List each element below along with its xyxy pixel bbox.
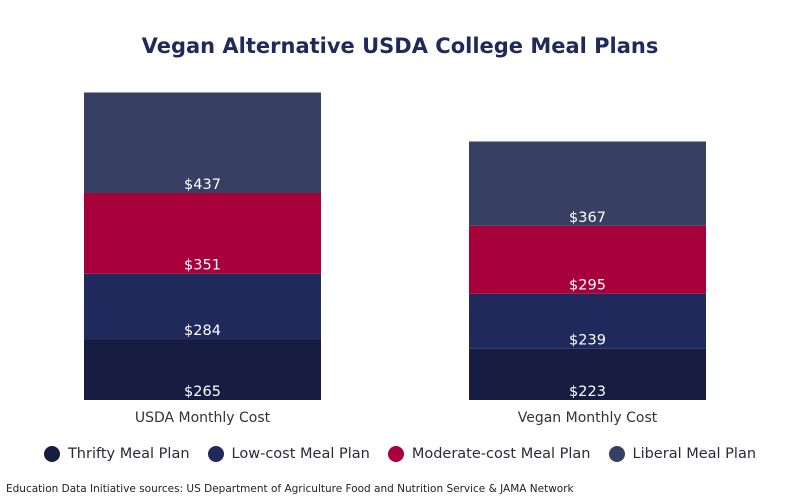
bar-segment xyxy=(84,273,321,340)
data-label: $223 xyxy=(569,384,606,400)
bar-segment xyxy=(84,193,321,274)
category-label: USDA Monthly Cost xyxy=(135,410,271,426)
stacked-bar-chart: $265 $284 $351 $437 USDA Monthly Cost $223 $23… xyxy=(84,92,706,426)
bar-segment xyxy=(469,348,706,400)
legend-item: Low-cost Meal Plan xyxy=(207,446,370,462)
legend-item: Thrifty Meal Plan xyxy=(43,446,190,462)
legend-swatch xyxy=(207,446,224,462)
data-label: $437 xyxy=(184,177,221,193)
data-label: $351 xyxy=(184,258,221,274)
chart-title: Vegan Alternative USDA College Meal Plan… xyxy=(141,34,659,58)
legend-label: Thrifty Meal Plan xyxy=(67,446,190,462)
bar-segment xyxy=(84,92,321,193)
legend-swatch xyxy=(608,446,625,462)
bar-segment xyxy=(84,339,321,400)
bar-segment xyxy=(469,293,706,349)
category-label: Vegan Monthly Cost xyxy=(518,410,658,426)
legend-item: Moderate-cost Meal Plan xyxy=(387,446,591,462)
bar-segment xyxy=(469,225,706,294)
bar-segment xyxy=(469,141,706,226)
data-label: $284 xyxy=(184,323,221,339)
legend-swatch xyxy=(387,446,404,462)
source-note: Education Data Initiative sources: US De… xyxy=(6,483,574,495)
legend-label: Low-cost Meal Plan xyxy=(231,446,370,462)
legend-label: Liberal Meal Plan xyxy=(632,446,757,462)
data-label: $265 xyxy=(184,384,221,400)
data-label: $367 xyxy=(569,210,606,226)
chart-legend: Thrifty Meal Plan Low-cost Meal Plan Moder… xyxy=(0,446,800,462)
legend-item: Liberal Meal Plan xyxy=(608,446,757,462)
data-label: $295 xyxy=(569,278,606,294)
legend-swatch xyxy=(43,446,60,462)
data-label: $239 xyxy=(569,333,606,349)
legend-label: Moderate-cost Meal Plan xyxy=(411,446,591,462)
